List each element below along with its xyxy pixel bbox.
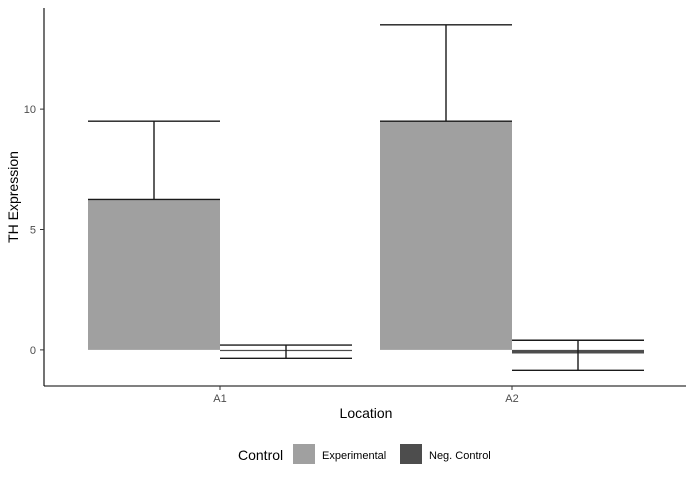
legend: Control Experimental Neg. Control (238, 444, 491, 464)
x-tick-label: A2 (505, 393, 518, 405)
legend-swatch (400, 444, 422, 464)
bars-layer (88, 121, 644, 354)
y-tick-label: 10 (24, 104, 36, 116)
legend-title: Control (238, 447, 283, 463)
legend-label: Neg. Control (429, 450, 491, 462)
legend-label: Experimental (322, 450, 386, 462)
error-bars-layer (88, 24, 644, 372)
bar-experimental-a1 (88, 199, 220, 350)
x-axis-title: Location (340, 405, 393, 421)
legend-swatch (293, 444, 315, 464)
y-ticks: 0 5 10 (24, 104, 44, 357)
bar-experimental-a2 (380, 121, 512, 350)
legend-items: Experimental Neg. Control (293, 444, 491, 464)
x-tick-label: A1 (213, 393, 226, 405)
legend-item: Neg. Control (400, 444, 491, 464)
error-bar (88, 120, 220, 201)
y-tick-label: 0 (30, 345, 36, 357)
error-bar (380, 24, 512, 122)
axes-layer (43, 8, 686, 387)
error-bar (512, 339, 644, 372)
error-bar (220, 344, 352, 360)
x-ticks: A1 A2 (213, 386, 519, 405)
legend-item: Experimental (293, 444, 386, 464)
y-axis-title: TH Expression (5, 151, 21, 243)
y-tick-label: 5 (30, 225, 36, 237)
